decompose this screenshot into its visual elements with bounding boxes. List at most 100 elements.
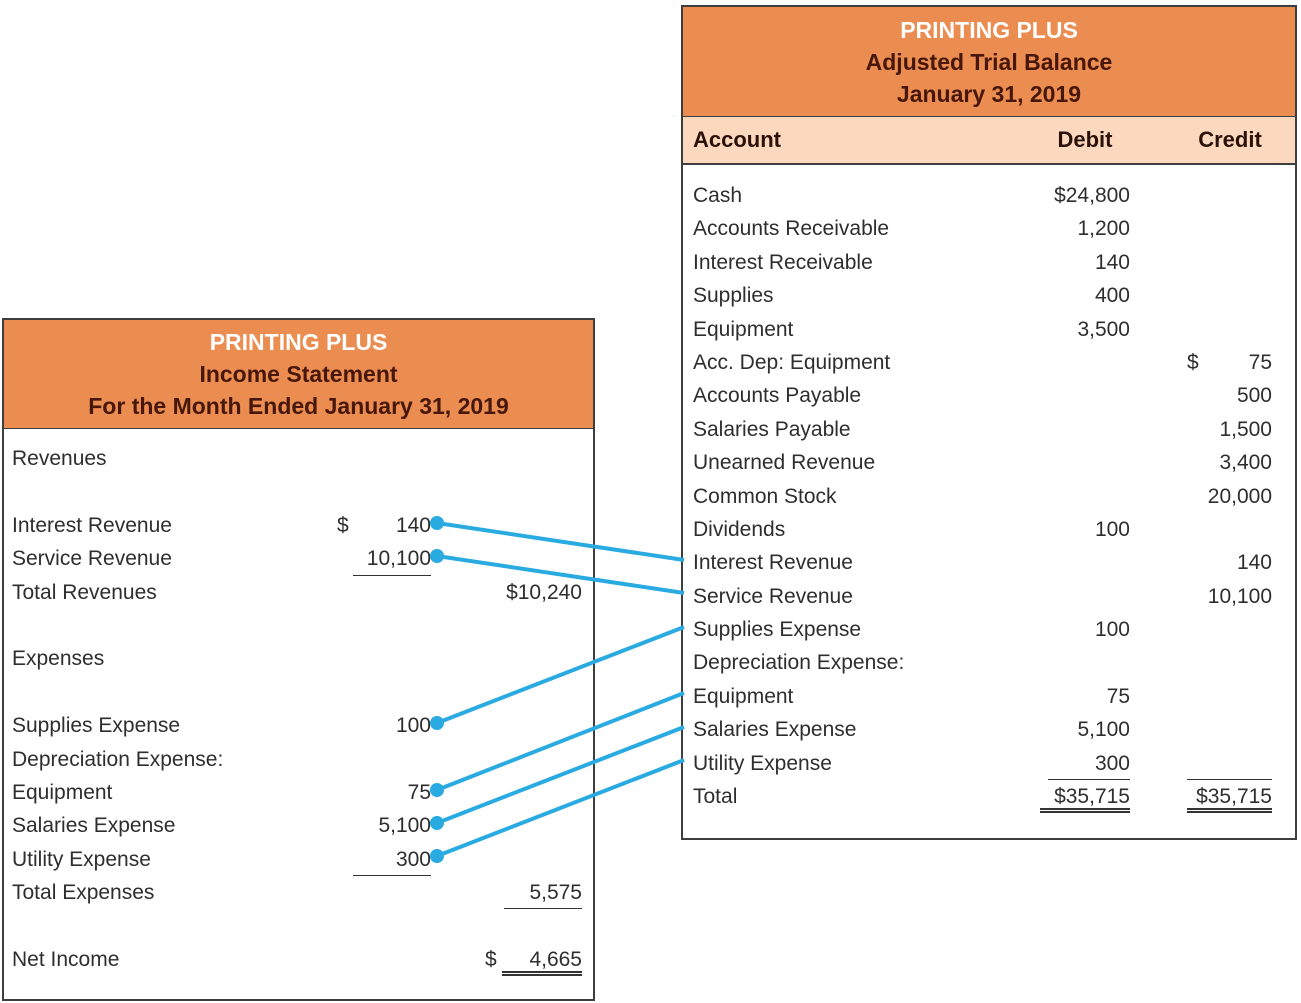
amount-cell: 100 xyxy=(337,709,431,742)
credit-cell: $35,715 xyxy=(1187,780,1272,814)
debit-value: 100 xyxy=(1094,618,1130,642)
column-header-credit: Credit xyxy=(1198,127,1262,152)
account-label: Accounts Receivable xyxy=(693,217,890,241)
line-item-label: Service Revenue xyxy=(12,547,172,571)
account-label: Salaries Payable xyxy=(693,417,851,441)
line-item-label: Total Revenues xyxy=(12,580,157,604)
account-label: Utility Expense xyxy=(693,751,832,775)
income-statement-row: Service Revenue 10,100 xyxy=(4,542,593,576)
credit-cell xyxy=(1187,179,1272,212)
credit-cell xyxy=(1187,613,1272,646)
credit-cell xyxy=(1187,212,1272,245)
currency-sign: $ xyxy=(1187,350,1199,374)
credit-cell xyxy=(1187,279,1272,312)
debit-cell: 1,200 xyxy=(1040,212,1130,245)
credit-cell: $75 xyxy=(1187,346,1272,379)
debit-cell xyxy=(1040,346,1130,379)
debit-value: 400 xyxy=(1094,284,1130,308)
credit-value: 3,400 xyxy=(1219,451,1272,475)
credit-cell xyxy=(1187,313,1272,346)
account-label: Supplies Expense xyxy=(693,618,862,642)
line-item-label: Utility Expense xyxy=(12,847,151,871)
credit-value: $35,715 xyxy=(1196,785,1272,809)
income-statement-table: PRINTING PLUS Income Statement For the M… xyxy=(2,318,595,1001)
trial-balance-row: Equipment 3,500 xyxy=(683,313,1295,346)
column-header-debit: Debit xyxy=(1057,127,1113,152)
amount-cell: 10,100 xyxy=(337,542,431,576)
trial-balance-row: Salaries Payable 1,500 xyxy=(683,413,1295,446)
account-label: Interest Revenue xyxy=(693,551,853,575)
trial-balance-row: Utility Expense 300 xyxy=(683,747,1295,781)
account-label: Equipment xyxy=(693,317,794,341)
credit-cell xyxy=(1187,246,1272,279)
income-statement-row: Total Revenues $10,240 xyxy=(4,576,593,609)
trial-balance-row: Salaries Expense 5,100 xyxy=(683,713,1295,746)
account-label: Dividends xyxy=(693,517,786,541)
trial-balance-row: Interest Receivable 140 xyxy=(683,246,1295,279)
debit-value: 3,500 xyxy=(1077,317,1130,341)
account-label: Cash xyxy=(693,184,743,207)
debit-value: 100 xyxy=(1094,517,1130,541)
total-value: 4,665 xyxy=(502,943,582,977)
trial-balance-row: Accounts Receivable 1,200 xyxy=(683,212,1295,245)
trial-balance-body: Cash $24,800 Accounts Receivable 1,200 Inter… xyxy=(683,165,1295,814)
account-label: Salaries Expense xyxy=(693,718,857,742)
trial-balance-row: Accounts Payable 500 xyxy=(683,379,1295,412)
total-cell: 5,575 xyxy=(485,876,582,910)
account-label: Interest Receivable xyxy=(693,250,873,274)
income-statement-row xyxy=(4,676,593,709)
debit-cell: 140 xyxy=(1040,246,1130,279)
income-statement-row: Total Expenses 5,575 xyxy=(4,876,593,910)
credit-cell xyxy=(1187,680,1272,713)
debit-value: 75 xyxy=(1106,684,1130,708)
income-statement-company: PRINTING PLUS xyxy=(209,329,388,355)
currency-sign: $ xyxy=(485,947,497,971)
credit-value: 75 xyxy=(1248,350,1272,374)
column-header-account: Account xyxy=(693,127,781,152)
debit-cell: 400 xyxy=(1040,279,1130,312)
debit-value: 300 xyxy=(1048,747,1130,781)
credit-cell xyxy=(1187,747,1272,781)
credit-value: 20,000 xyxy=(1207,484,1272,508)
account-label: Supplies xyxy=(693,284,774,308)
trial-balance-row: Supplies 400 xyxy=(683,279,1295,312)
trial-balance-row: Cash $24,800 xyxy=(683,179,1295,212)
amount-value: 5,100 xyxy=(378,814,431,838)
credit-value: 1,500 xyxy=(1219,417,1272,441)
trial-balance-row: Dividends 100 xyxy=(683,513,1295,546)
amount-cell: 5,100 xyxy=(337,809,431,842)
debit-cell xyxy=(1040,446,1130,479)
line-item-label: Revenues xyxy=(12,447,107,470)
amount-cell: $140 xyxy=(337,509,431,542)
income-statement-row: Utility Expense 300 xyxy=(4,843,593,877)
debit-value: $24,800 xyxy=(1054,184,1130,207)
debit-value: $35,715 xyxy=(1054,785,1130,809)
income-statement-row xyxy=(4,609,593,642)
income-statement-title: Income Statement xyxy=(199,361,398,387)
total-value: 5,575 xyxy=(504,876,582,910)
income-statement-row: Revenues xyxy=(4,442,593,475)
income-statement-row: Expenses xyxy=(4,642,593,675)
trial-balance-column-header: Account Debit Credit xyxy=(683,117,1295,165)
amount-value: 100 xyxy=(395,714,431,738)
line-item-label: Total Expenses xyxy=(12,881,155,905)
line-item-label: Salaries Expense xyxy=(12,814,176,838)
account-label: Accounts Payable xyxy=(693,384,862,408)
trial-balance-row: Service Revenue 10,100 xyxy=(683,580,1295,613)
credit-cell xyxy=(1187,713,1272,746)
debit-cell xyxy=(1040,546,1130,579)
debit-value: 5,100 xyxy=(1077,718,1130,742)
line-item-label: Supplies Expense xyxy=(12,714,181,738)
credit-cell: 10,100 xyxy=(1187,580,1272,613)
trial-balance-row: Supplies Expense 100 xyxy=(683,613,1295,646)
credit-cell: 3,400 xyxy=(1187,446,1272,479)
income-statement-row xyxy=(4,909,593,942)
income-statement-header: PRINTING PLUS Income Statement For the M… xyxy=(4,320,593,429)
credit-cell: 140 xyxy=(1187,546,1272,579)
account-label: Service Revenue xyxy=(693,584,853,608)
income-statement-row: Net Income $4,665 xyxy=(4,943,593,977)
income-statement-row: Depreciation Expense: xyxy=(4,743,593,776)
debit-cell: 5,100 xyxy=(1040,713,1130,746)
account-label: Equipment xyxy=(693,684,794,708)
debit-cell: 75 xyxy=(1040,680,1130,713)
